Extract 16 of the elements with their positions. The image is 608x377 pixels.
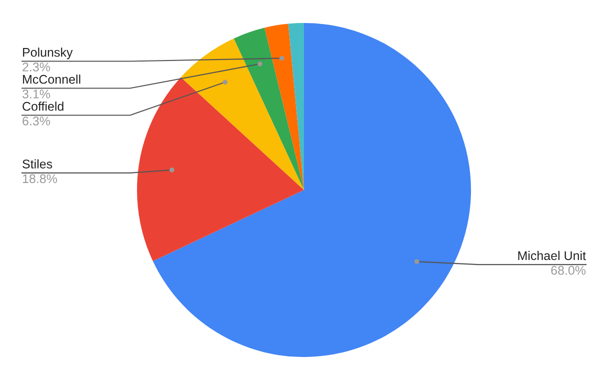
pie-slice bbox=[180, 38, 304, 190]
pie-slice bbox=[137, 77, 304, 262]
slice-label: McConnell bbox=[23, 74, 80, 84]
pie-slice bbox=[234, 28, 304, 190]
slice-label: Coffield bbox=[22, 102, 64, 111]
slice-label: Stiles bbox=[22, 159, 52, 168]
pie-slice bbox=[288, 23, 304, 190]
pie-slice bbox=[264, 24, 304, 190]
data-label: 3.1% bbox=[22, 90, 50, 98]
slice-label: Michael Unit bbox=[518, 250, 586, 260]
pie-slice bbox=[152, 23, 471, 357]
data-label: 2.3% bbox=[22, 62, 50, 72]
data-label: 6.3% bbox=[22, 116, 50, 126]
slice-label: Polunsky bbox=[23, 48, 73, 60]
data-label: 18.8% bbox=[22, 174, 57, 184]
data-label: 68.0% bbox=[551, 266, 586, 275]
